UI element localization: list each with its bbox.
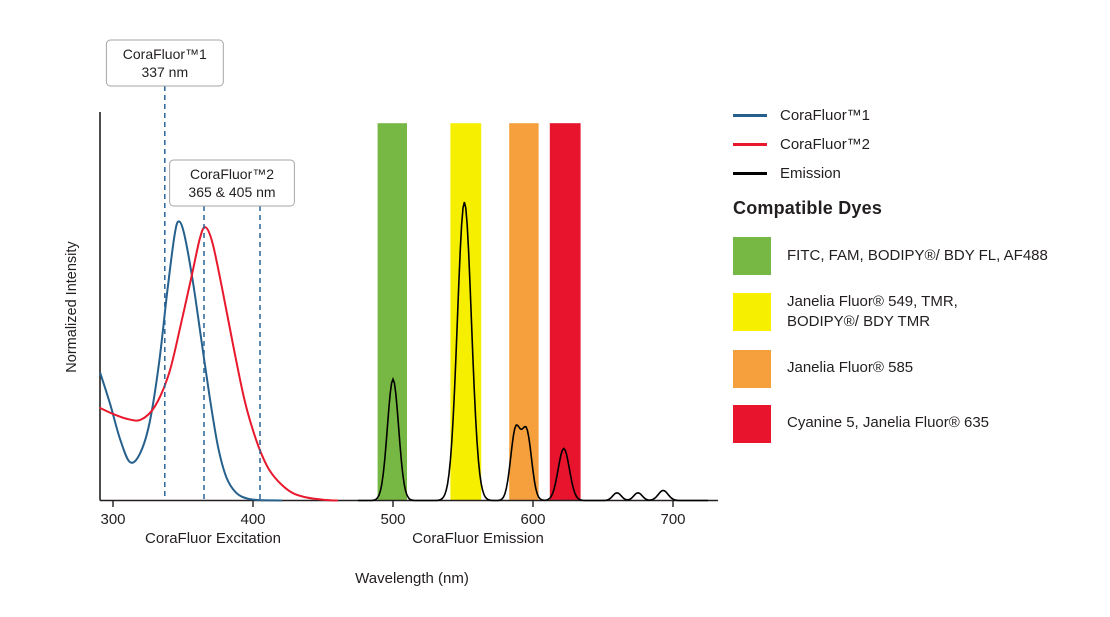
- excitation-annotations: CoraFluor™1 337 nm CoraFluor™2 365 & 405 nm: [105, 39, 295, 500]
- x-axis-title: Wavelength (nm): [355, 570, 469, 587]
- band-cy5: [549, 123, 581, 501]
- spectra-curves: [99, 201, 708, 502]
- legend-swatch-0: [733, 113, 767, 117]
- legend-swatch-1: [733, 142, 767, 146]
- dye-label-jf549: Janelia Fluor® 549, TMR, BODIPY®/ BDY TM…: [787, 293, 958, 331]
- x-tick-label: 500: [380, 511, 405, 528]
- compatible-dyes-heading: Compatible Dyes: [733, 198, 883, 218]
- annotation-subtitle: 365 & 405 nm: [188, 184, 275, 200]
- x-tick-label: 600: [520, 511, 545, 528]
- dye-swatch-1: [733, 293, 771, 332]
- dye-row-cy5: Cyanine 5, Janelia Fluor® 635: [733, 404, 1105, 443]
- band-fitc: [377, 123, 407, 501]
- x-tick-label: 700: [660, 511, 685, 528]
- excitation-curve-1: [99, 220, 282, 502]
- excitation-curve-2: [99, 226, 338, 502]
- dye-swatch-2: [733, 349, 771, 388]
- dye-label-cy5: Cyanine 5, Janelia Fluor® 635: [787, 414, 990, 432]
- dye-row-jf585: Janelia Fluor® 585: [733, 349, 1105, 388]
- annotation-title: CoraFluor™2: [190, 166, 274, 182]
- spectra-chart: 300 400 500 600 700 CoraFluor Excitation Cor…: [64, 39, 718, 587]
- legend-label-emission: Emission: [780, 164, 841, 182]
- x-tick-label: 400: [240, 511, 265, 528]
- emission-filter-bands: [377, 123, 581, 501]
- legend-item-corafluor1: CoraFluor™1: [733, 106, 1105, 124]
- legend-swatch-2: [733, 171, 767, 175]
- dye-label-fitc: FITC, FAM, BODIPY®/ BDY FL, AF488: [787, 246, 1048, 264]
- dye-swatch-0: [733, 237, 771, 275]
- emission-curve: [358, 201, 708, 502]
- excitation-section-label: CoraFluor Excitation: [145, 530, 281, 547]
- emission-section-label: CoraFluor Emission: [412, 530, 544, 547]
- dye-row-fitc: FITC, FAM, BODIPY®/ BDY FL, AF488: [733, 237, 1105, 275]
- spectra-chart-svg: 300 400 500 600 700 CoraFluor Excitation Cor…: [64, 39, 718, 587]
- legend-label-corafluor2: CoraFluor™2: [780, 135, 871, 153]
- side-panel: CoraFluor™1 CoraFluor™2 Emission Compati…: [733, 106, 1105, 460]
- dye-swatch-3: [733, 404, 771, 443]
- x-tick-label: 300: [100, 511, 125, 528]
- dye-label-jf585: Janelia Fluor® 585: [787, 359, 914, 377]
- annotation-box: [105, 39, 224, 87]
- x-axis-ticks: 300 400 500 600 700: [100, 500, 686, 528]
- y-axis-title: Normalized Intensity: [64, 241, 80, 373]
- legend-item-emission: Emission: [733, 164, 1105, 182]
- band-jf585: [509, 123, 539, 501]
- legend: CoraFluor™1 CoraFluor™2 Emission: [733, 106, 1105, 182]
- annotation-subtitle: 337 nm: [141, 64, 188, 80]
- dye-row-jf549: Janelia Fluor® 549, TMR, BODIPY®/ BDY TM…: [733, 292, 1105, 333]
- annotation-title: CoraFluor™1: [123, 46, 207, 62]
- legend-item-corafluor2: CoraFluor™2: [733, 135, 1105, 153]
- legend-label-corafluor1: CoraFluor™1: [780, 106, 871, 124]
- annotation-box: [169, 159, 295, 207]
